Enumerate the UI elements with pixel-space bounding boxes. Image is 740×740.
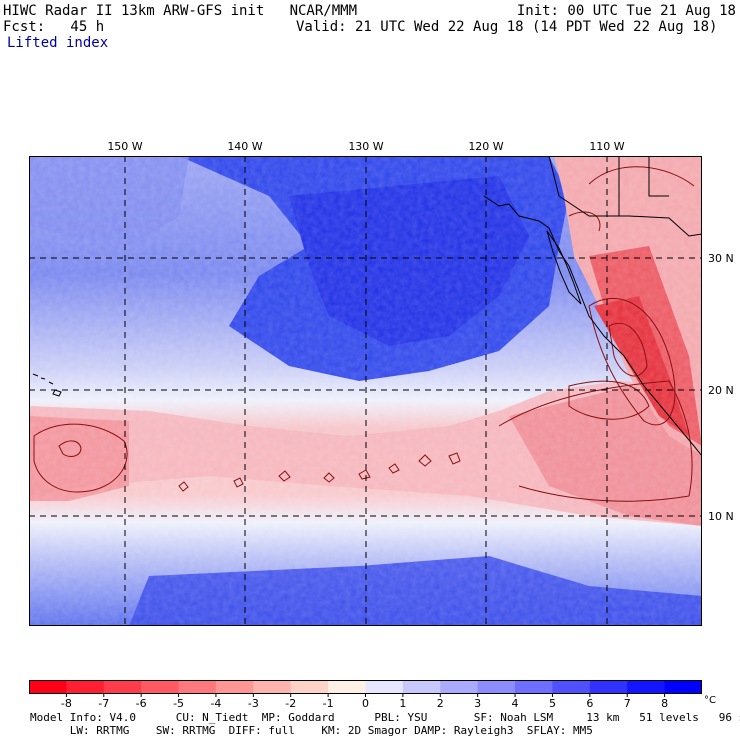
colorbar-tick-label: -5 bbox=[173, 697, 184, 710]
colorbar-swatch bbox=[365, 680, 404, 694]
longitude-label: 120 W bbox=[468, 140, 503, 153]
colorbar-tick-label: 2 bbox=[437, 697, 444, 710]
baja-peninsula bbox=[546, 230, 582, 305]
colorbar-swatch bbox=[664, 680, 702, 694]
colorbar-swatch bbox=[290, 680, 329, 694]
longitude-label: 150 W bbox=[107, 140, 142, 153]
longitude-labels: 150 W 140 W 130 W 120 W 110 W bbox=[107, 140, 624, 153]
colorbar-tick-label: -6 bbox=[136, 697, 147, 710]
colorbar-tick-label: -7 bbox=[98, 697, 109, 710]
latitude-label: 20 N bbox=[708, 384, 734, 397]
colorbar-tick-label: -3 bbox=[248, 697, 259, 710]
header-title: HIWC Radar II 13km ARW-GFS init NCAR/MMM bbox=[3, 3, 358, 19]
colorbar-tick-label: 6 bbox=[586, 697, 593, 710]
longitude-label: 130 W bbox=[348, 140, 383, 153]
header-forecast-hour: Fcst: 45 h bbox=[3, 19, 105, 35]
colorbar-tick-label: 5 bbox=[549, 697, 556, 710]
colorbar-swatch bbox=[477, 680, 516, 694]
colorbar-swatch bbox=[29, 680, 67, 694]
colorbar-tick-label: -8 bbox=[61, 697, 72, 710]
colorbar bbox=[29, 680, 702, 694]
colorbar-swatch bbox=[141, 680, 180, 694]
latitude-label: 10 N bbox=[708, 510, 734, 523]
colorbar-tick-label: -4 bbox=[210, 697, 221, 710]
field-name: Lifted index bbox=[7, 35, 109, 51]
us-mexico-border bbox=[548, 156, 702, 237]
colorbar-swatch bbox=[66, 680, 105, 694]
colorbar-tick-label: 7 bbox=[624, 697, 631, 710]
colorbar-swatch bbox=[253, 680, 292, 694]
colorbar-swatch bbox=[103, 680, 142, 694]
latitude-label: 30 N bbox=[708, 252, 734, 265]
contour-lines bbox=[33, 166, 695, 502]
map-border bbox=[29, 156, 702, 626]
colorbar-border bbox=[29, 680, 702, 694]
colorbar-tick-label: 3 bbox=[474, 697, 481, 710]
colorbar-swatch bbox=[178, 680, 217, 694]
colorbar-tick-label: 4 bbox=[512, 697, 519, 710]
colorbar-swatch bbox=[552, 680, 591, 694]
state-borders bbox=[618, 156, 669, 216]
colorbar-tick-labels: -8 -7 -6 -5 -4 -3 -2 -1 0 1 2 3 4 5 6 7 8 °C bbox=[61, 694, 716, 710]
colorbar-tick-label: -2 bbox=[285, 697, 296, 710]
colorbar-swatch bbox=[589, 680, 628, 694]
colorbar-swatch bbox=[215, 680, 254, 694]
colorbar-swatch bbox=[515, 680, 553, 694]
header-init: Init: 00 UTC Tue 21 Aug 18 bbox=[516, 3, 736, 19]
longitude-label: 140 W bbox=[227, 140, 262, 153]
lifted-index-map bbox=[29, 156, 702, 626]
colorbar-swatch bbox=[627, 680, 666, 694]
model-info-line2: LW: RRTMG SW: RRTMG DIFF: full KM: 2D Sm… bbox=[30, 724, 593, 737]
colorbar-tick-label: 0 bbox=[362, 697, 369, 710]
colorbar-unit: °C bbox=[704, 695, 716, 706]
longitude-label: 110 W bbox=[589, 140, 624, 153]
colorbar-swatch bbox=[402, 680, 441, 694]
header-valid-time: Valid: 21 UTC Wed 22 Aug 18 (14 PDT Wed … bbox=[296, 19, 718, 35]
mainland-coast bbox=[483, 195, 702, 457]
colorbar-swatch bbox=[440, 680, 479, 694]
graticule bbox=[29, 156, 702, 626]
colorbar-tick-label: -1 bbox=[323, 697, 334, 710]
hawaii-islands bbox=[32, 373, 62, 397]
colorbar-tick-label: 8 bbox=[661, 697, 668, 710]
model-info-line1: Model Info: V4.0 CU: N_Tiedt MP: Goddard… bbox=[30, 711, 740, 724]
latitude-labels: 30 N 20 N 10 N bbox=[708, 252, 734, 523]
colorbar-tick-label: 1 bbox=[399, 697, 406, 710]
colorbar-swatch bbox=[328, 680, 366, 694]
coastlines bbox=[32, 156, 702, 457]
